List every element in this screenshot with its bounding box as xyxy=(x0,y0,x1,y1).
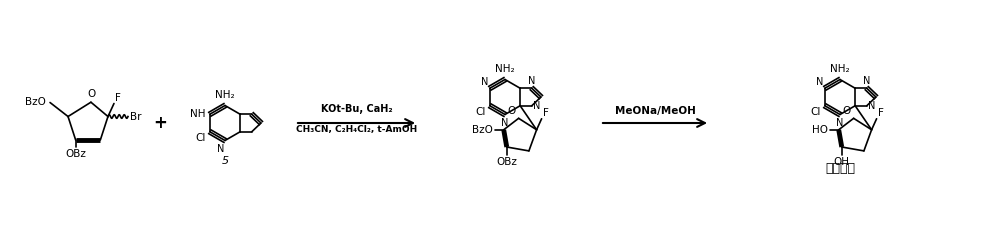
Text: BzO: BzO xyxy=(25,97,46,107)
Text: N: N xyxy=(863,76,870,86)
Text: F: F xyxy=(115,93,121,102)
Text: N: N xyxy=(528,76,535,86)
Text: BzO: BzO xyxy=(472,125,493,135)
Text: NH₂: NH₂ xyxy=(215,89,235,99)
Text: 5: 5 xyxy=(221,156,229,166)
Text: KOt-Bu, CaH₂: KOt-Bu, CaH₂ xyxy=(321,104,392,114)
Text: Br: Br xyxy=(130,111,141,122)
Text: NH₂: NH₂ xyxy=(495,63,515,74)
Text: Cl: Cl xyxy=(195,133,206,143)
Text: +: + xyxy=(153,114,167,132)
Text: N: N xyxy=(816,77,824,87)
Text: F: F xyxy=(878,108,883,118)
Text: N: N xyxy=(481,77,489,87)
Text: NH: NH xyxy=(190,109,206,119)
Text: N: N xyxy=(868,101,875,111)
Text: N: N xyxy=(533,101,540,111)
Text: N: N xyxy=(836,118,844,127)
Text: O: O xyxy=(88,89,96,99)
Text: Cl: Cl xyxy=(475,107,486,117)
Text: O: O xyxy=(507,106,516,116)
Text: OH: OH xyxy=(834,157,850,167)
Text: CH₃CN, C₂H₄Cl₂, t-AmOH: CH₃CN, C₂H₄Cl₂, t-AmOH xyxy=(296,124,417,134)
Text: MeONa/MeOH: MeONa/MeOH xyxy=(615,106,695,116)
Text: N: N xyxy=(217,144,224,154)
Text: HO: HO xyxy=(812,125,828,135)
Text: OBz: OBz xyxy=(65,149,86,159)
Text: NH₂: NH₂ xyxy=(830,63,850,74)
Text: OBz: OBz xyxy=(496,157,517,167)
Text: 氯法拉滨: 氯法拉滨 xyxy=(825,162,855,175)
Text: Cl: Cl xyxy=(810,107,821,117)
Text: N: N xyxy=(501,118,509,127)
Text: F: F xyxy=(543,108,548,118)
Text: O: O xyxy=(842,106,851,116)
